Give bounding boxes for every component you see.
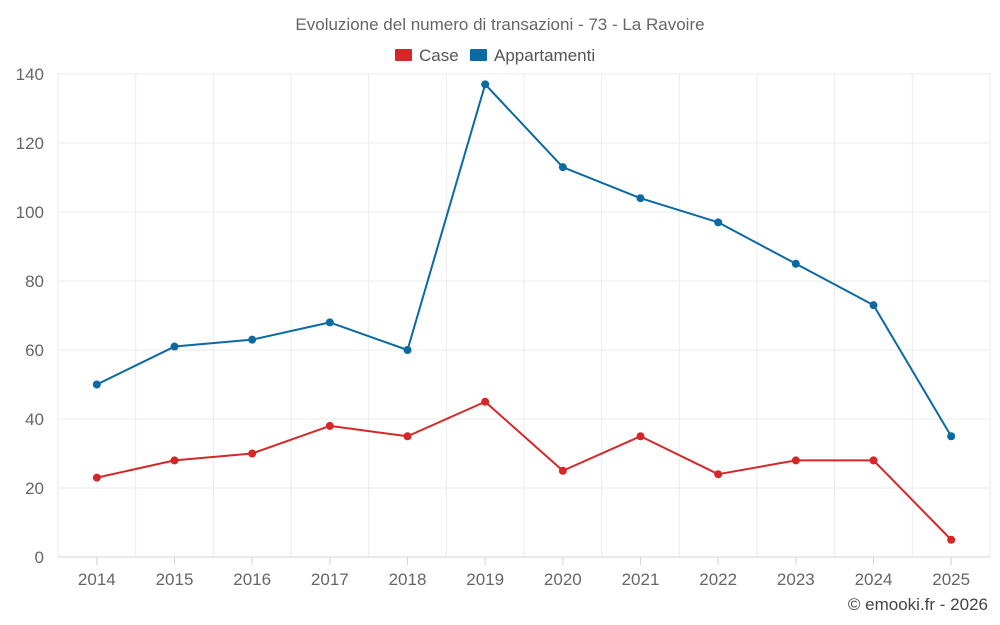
legend: Case Appartamenti <box>395 46 595 65</box>
data-point-appartamenti[interactable] <box>947 432 956 441</box>
data-point-case[interactable] <box>947 535 956 544</box>
y-tick-label: 120 <box>16 134 44 153</box>
x-tick-label: 2015 <box>156 570 194 589</box>
legend-swatch-case <box>395 49 412 61</box>
x-tick-label: 2021 <box>622 570 660 589</box>
data-point-appartamenti[interactable] <box>481 80 490 89</box>
data-point-appartamenti[interactable] <box>636 194 645 203</box>
y-tick-label: 40 <box>25 410 44 429</box>
credit-text: © emooki.fr - 2026 <box>848 595 988 614</box>
data-point-appartamenti[interactable] <box>714 218 723 227</box>
y-tick-label: 60 <box>25 341 44 360</box>
y-tick-label: 80 <box>25 272 44 291</box>
data-point-case[interactable] <box>791 456 800 465</box>
legend-label-case: Case <box>419 46 459 65</box>
data-point-case[interactable] <box>558 466 567 475</box>
data-point-case[interactable] <box>92 473 101 482</box>
x-tick-label: 2025 <box>932 570 970 589</box>
x-tick-label: 2017 <box>311 570 349 589</box>
data-point-appartamenti[interactable] <box>325 318 334 327</box>
series-group <box>92 80 956 544</box>
series-appartamenti <box>92 80 956 441</box>
x-tick-label: 2014 <box>78 570 116 589</box>
data-point-appartamenti[interactable] <box>170 342 179 351</box>
data-point-appartamenti[interactable] <box>92 380 101 389</box>
series-case <box>92 397 956 544</box>
legend-item-appartamenti[interactable]: Appartamenti <box>470 46 595 65</box>
legend-label-appartamenti: Appartamenti <box>494 46 595 65</box>
x-tick-label: 2016 <box>233 570 271 589</box>
data-point-appartamenti[interactable] <box>791 259 800 268</box>
data-point-case[interactable] <box>714 470 723 479</box>
data-point-appartamenti[interactable] <box>248 335 257 344</box>
legend-item-case[interactable]: Case <box>395 46 459 65</box>
grid-lines <box>57 73 991 558</box>
data-point-case[interactable] <box>325 421 334 430</box>
y-tick-label: 20 <box>25 479 44 498</box>
axes: 0 20 40 60 80 100 120 140 2014 2015 2016 2017 2018 20… <box>16 65 970 589</box>
y-tick-label: 0 <box>35 548 44 567</box>
data-point-case[interactable] <box>869 456 878 465</box>
legend-swatch-appartamenti <box>470 49 487 61</box>
data-point-case[interactable] <box>248 449 257 458</box>
x-tick-label: 2020 <box>544 570 582 589</box>
chart-title: Evoluzione del numero di transazioni - 7… <box>295 15 704 34</box>
data-point-appartamenti[interactable] <box>558 163 567 172</box>
x-tick-label: 2018 <box>389 570 427 589</box>
data-point-case[interactable] <box>403 432 412 441</box>
data-point-case[interactable] <box>636 432 645 441</box>
series-line-case <box>96 400 952 541</box>
y-tick-label: 140 <box>16 65 44 84</box>
data-point-case[interactable] <box>481 397 490 406</box>
data-point-case[interactable] <box>170 456 179 465</box>
data-point-appartamenti[interactable] <box>403 346 412 354</box>
x-tick-label: 2019 <box>466 570 504 589</box>
x-tick-label: 2023 <box>777 570 815 589</box>
x-tick-label: 2024 <box>855 570 893 589</box>
y-tick-label: 100 <box>16 203 44 222</box>
x-tick-label: 2022 <box>699 570 737 589</box>
data-point-appartamenti[interactable] <box>869 301 878 310</box>
series-line-appartamenti <box>96 83 953 437</box>
